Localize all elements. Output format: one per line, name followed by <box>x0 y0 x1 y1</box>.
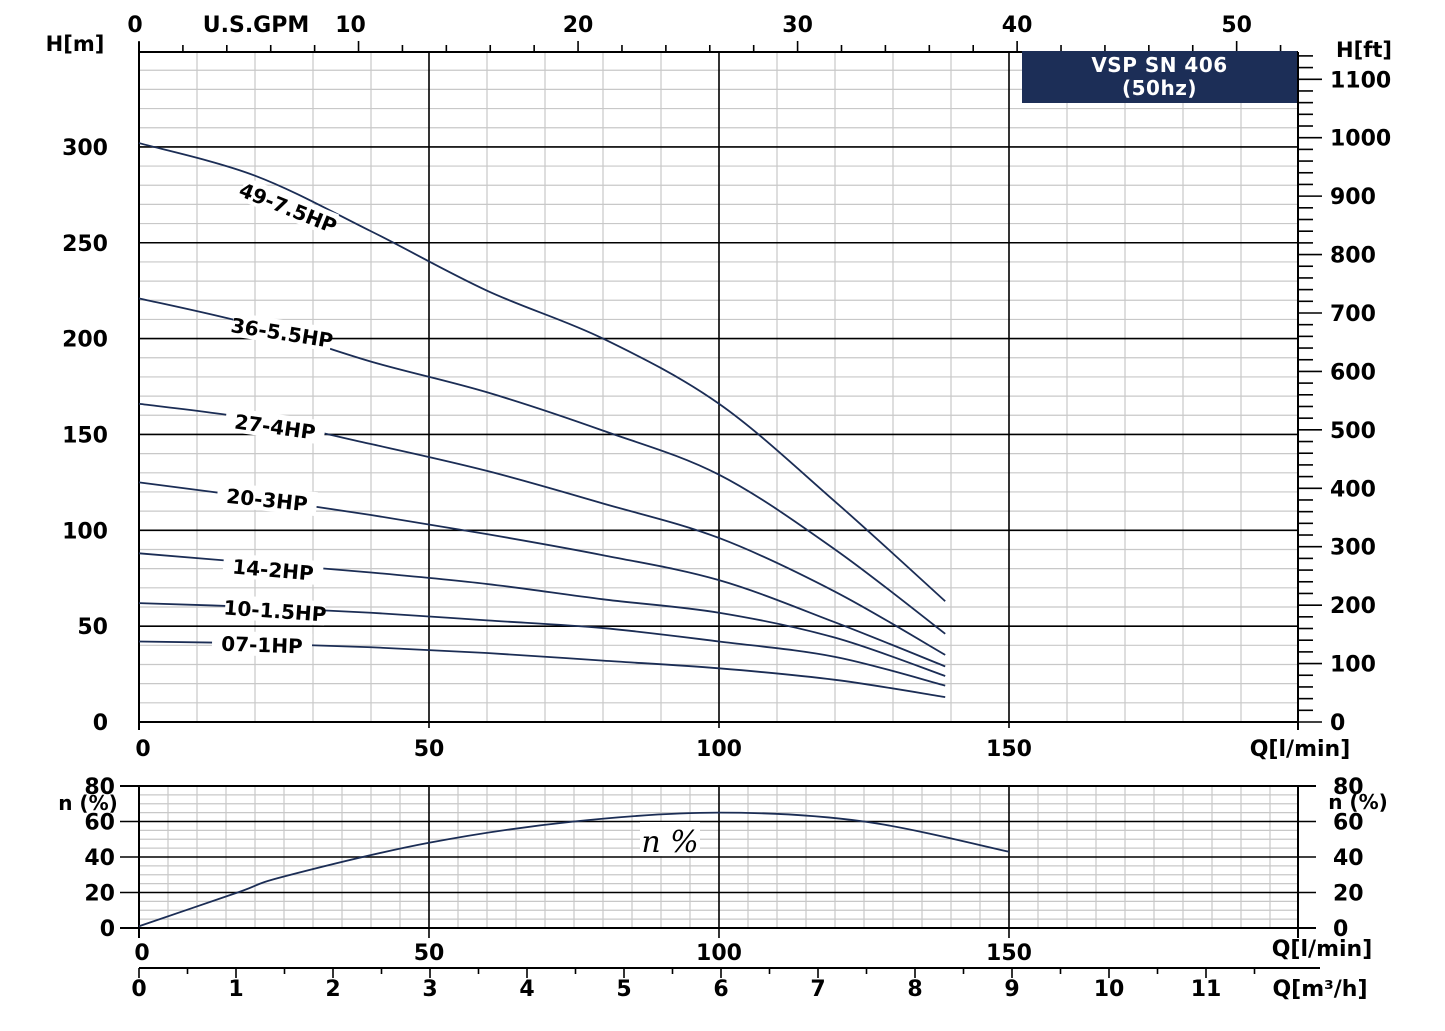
head-ft-tick-label: 700 <box>1330 302 1376 327</box>
gpm-tick-label: 50 <box>1221 13 1252 38</box>
head-m-tick-label: 150 <box>62 423 108 448</box>
efficiency-curve: n % <box>138 811 1010 928</box>
head-m-tick-label: 250 <box>62 232 108 257</box>
eff-tick-left-label: 20 <box>84 882 115 907</box>
eff-flow-tick-label: 150 <box>986 941 1032 966</box>
gpm-unit-label: U.S.GPM <box>203 13 310 38</box>
eff-tick-right-label: 20 <box>1333 882 1364 907</box>
m3h-tick-label: 7 <box>810 977 825 1002</box>
m3h-tick-label: 11 <box>1191 977 1222 1002</box>
chart-title-box: VSP SN 406 (50hz) <box>1022 51 1297 103</box>
m3h-unit-label: Q[m³/h] <box>1272 977 1367 1002</box>
head-m-tick-label: 0 <box>93 711 108 736</box>
eff-flow-tick-label: 0 <box>134 941 149 966</box>
curve-label: 14-2HP <box>231 554 314 585</box>
m3h-tick-label: 6 <box>713 977 728 1002</box>
m3h-tick-label: 5 <box>616 977 631 1002</box>
chart-title-frequency: (50hz) <box>1122 76 1197 100</box>
head-curve-49-7.5HP <box>138 142 946 602</box>
head-m-tick-label: 50 <box>77 615 108 640</box>
efficiency-curve-line <box>138 811 1010 928</box>
head-ft-tick-label: 1100 <box>1330 68 1391 93</box>
head-ft-tick-label: 600 <box>1330 360 1376 385</box>
head-chart-grid <box>138 41 1322 730</box>
m3h-tick-label: 1 <box>228 977 243 1002</box>
curve-label: 07-1HP <box>221 632 303 659</box>
eff-tick-left-label: 0 <box>100 917 115 942</box>
m3h-tick-label: 10 <box>1094 977 1125 1002</box>
head-m-tick-label: 100 <box>62 519 108 544</box>
head-ft-tick-label: 200 <box>1330 594 1376 619</box>
eff-tick-right-label: 40 <box>1333 846 1364 871</box>
gpm-tick-label: 40 <box>1002 13 1033 38</box>
eff-flow-unit-label: Q[l/min] <box>1272 937 1373 962</box>
head-ft-tick-label: 800 <box>1330 244 1376 269</box>
m3h-tick-label: 3 <box>422 977 437 1002</box>
head-ft-tick-label: 500 <box>1330 419 1376 444</box>
head-m-unit-label: H[m] <box>46 32 105 56</box>
gpm-tick-label: 0 <box>127 13 142 38</box>
curve-label: 10-1.5HP <box>223 595 327 626</box>
flow-tick-label: 100 <box>696 737 742 762</box>
head-curve-36-5.5HP <box>138 297 946 635</box>
gpm-tick-label: 10 <box>335 13 366 38</box>
flow-tick-label: 150 <box>986 737 1032 762</box>
eff-tick-right-label: 60 <box>1333 811 1364 836</box>
head-ft-tick-label: 1000 <box>1330 127 1391 152</box>
m3h-tick-label: 2 <box>325 977 340 1002</box>
eff-right-unit-label: n (%) <box>1328 790 1388 814</box>
flow-tick-label: 0 <box>135 737 150 762</box>
head-ft-unit-label: H[ft] <box>1336 38 1392 62</box>
eff-flow-tick-label: 100 <box>696 941 742 966</box>
eff-tick-left-label: 60 <box>84 811 115 836</box>
flow-tick-label: 50 <box>414 737 445 762</box>
eff-flow-tick-label: 50 <box>414 941 445 966</box>
head-m-tick-label: 200 <box>62 328 108 353</box>
head-ft-tick-label: 900 <box>1330 185 1376 210</box>
head-ft-tick-label: 300 <box>1330 536 1376 561</box>
head-ft-tick-label: 0 <box>1330 711 1345 736</box>
flow-unit-label: Q[l/min] <box>1250 737 1351 762</box>
m3h-tick-label: 4 <box>519 977 534 1002</box>
gpm-tick-label: 20 <box>563 13 594 38</box>
eff-left-unit-label: n (%) <box>58 791 118 815</box>
head-m-tick-label: 300 <box>62 136 108 161</box>
eff-tick-left-label: 40 <box>84 846 115 871</box>
gpm-tick-label: 30 <box>782 13 813 38</box>
head-ft-tick-label: 400 <box>1330 477 1376 502</box>
eff-tick-right-label: 0 <box>1333 917 1348 942</box>
m3h-tick-label: 8 <box>907 977 922 1002</box>
head-ft-tick-label: 100 <box>1330 653 1376 678</box>
eff-tick-left-label: 80 <box>84 775 115 800</box>
efficiency-curve-label: n % <box>641 825 698 860</box>
head-curves: 49-7.5HP36-5.5HP27-4HP20-3HP14-2HP10-1.5… <box>138 142 946 698</box>
m3h-tick-label: 0 <box>131 977 146 1002</box>
chart-title-model: VSP SN 406 <box>1091 53 1228 77</box>
m3h-tick-label: 9 <box>1004 977 1019 1002</box>
eff-tick-right-label: 80 <box>1333 775 1364 800</box>
